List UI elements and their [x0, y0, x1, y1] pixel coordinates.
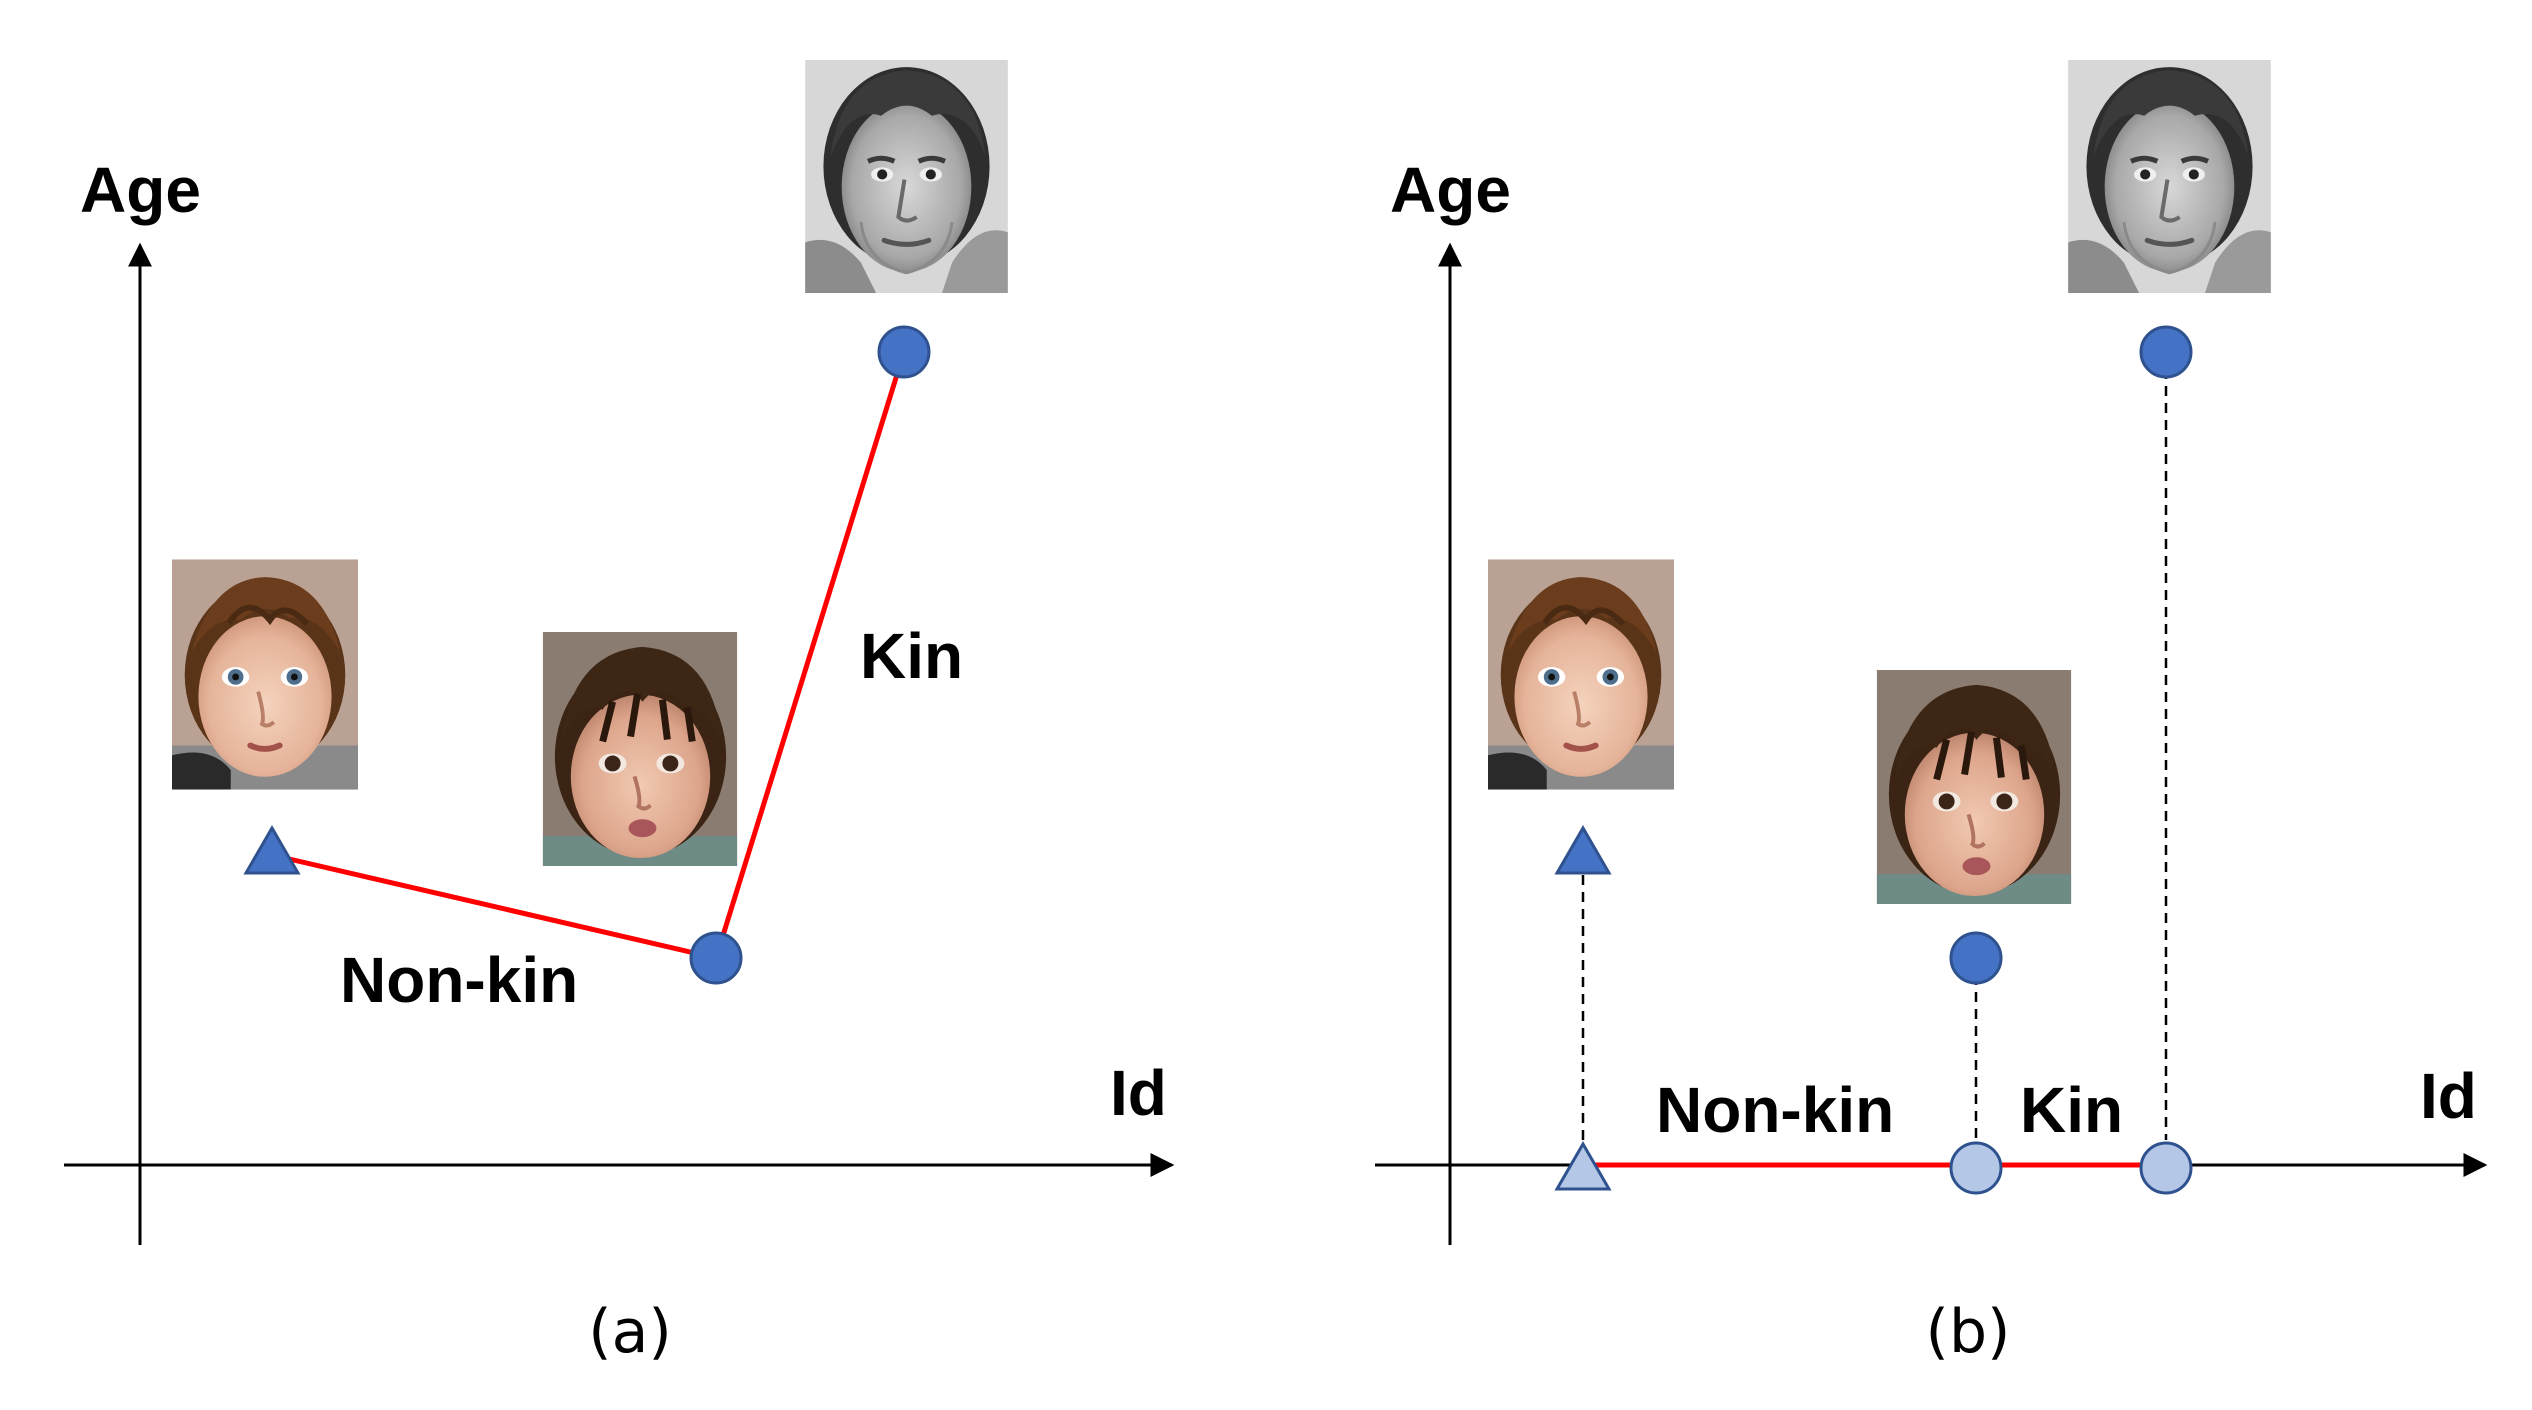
boy-face-photo — [1877, 670, 2071, 904]
boy-face-photo — [543, 632, 737, 866]
boy-projected-circle — [1949, 1141, 2003, 1195]
non-kin-line — [271, 852, 717, 961]
y-axis-label: Age — [1390, 154, 1511, 226]
non-kin-label: Non-kin — [1656, 1074, 1894, 1146]
boy-circle-marker — [689, 931, 743, 985]
kin-label: Kin — [2020, 1074, 2123, 1146]
kin-label: Kin — [860, 620, 963, 692]
man-circle-marker — [2139, 325, 2193, 379]
x-axis-label: Id — [1110, 1057, 1167, 1129]
x-axis-label: Id — [2420, 1060, 2477, 1132]
man-projected-circle — [2139, 1141, 2193, 1195]
man-face-photo — [2068, 60, 2271, 293]
girl-triangle-marker — [243, 825, 301, 875]
girl-triangle-marker — [1554, 825, 1612, 875]
man-face-photo — [805, 60, 1008, 293]
caption-a: (a) — [588, 1297, 672, 1367]
caption-b: (b) — [1926, 1297, 2011, 1367]
boy-circle-marker — [1949, 931, 2003, 985]
girl-face-photo — [1488, 559, 1674, 789]
panel-a: Age Id Non-kin Kin (a) — [64, 60, 1175, 1367]
man-circle-marker — [877, 325, 931, 379]
girl-projected-triangle — [1554, 1141, 1612, 1191]
y-axis-label: Age — [80, 154, 201, 226]
non-kin-label: Non-kin — [340, 944, 578, 1016]
girl-face-photo — [172, 559, 358, 789]
kin-line — [713, 351, 907, 959]
panel-b: Age Id Non-kin Kin (b) — [1375, 60, 2488, 1367]
